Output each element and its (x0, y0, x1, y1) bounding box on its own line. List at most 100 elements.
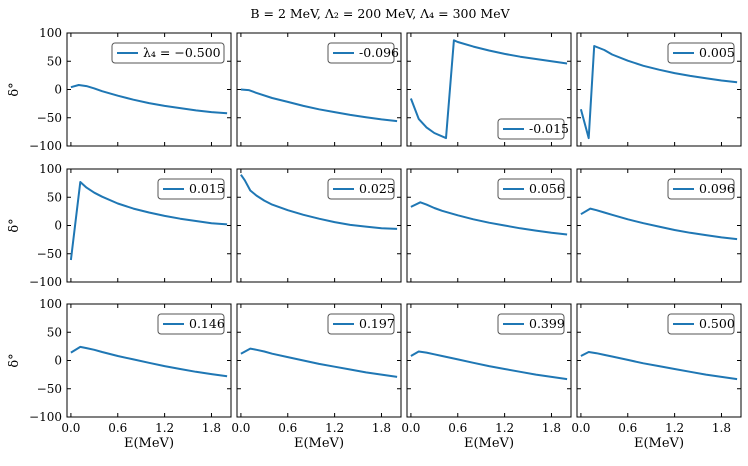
y-tick-label: −50 (37, 247, 62, 261)
y-tick-label: 50 (47, 54, 62, 68)
subplot-1: 100 50 0 −50 −100 λ₄ = −0.500 δ° (7, 26, 232, 153)
x-tick-label: 0.6 (108, 421, 127, 435)
legend-label: 0.056 (529, 181, 565, 196)
legend-box (111, 42, 225, 64)
series-line (409, 39, 568, 140)
x-tick-label: 1.8 (202, 421, 221, 435)
series-line (410, 350, 568, 381)
x-tick-label: 0.6 (278, 421, 297, 435)
legend-box (667, 178, 735, 200)
y-tick-label: −100 (29, 410, 62, 424)
y-axis-label: δ° (7, 353, 22, 367)
legend: 0.005 (667, 42, 735, 64)
legend-box (497, 118, 565, 140)
y-tick-label: 0 (54, 83, 62, 97)
x-tick-label: 1.2 (155, 421, 174, 435)
legend-label: 0.025 (359, 181, 395, 196)
x-tick-label: 1.2 (495, 421, 514, 435)
y-tick-label: 50 (47, 190, 62, 204)
y-axis-label: δ° (7, 218, 22, 232)
series-line (69, 181, 228, 261)
legend-box (327, 313, 395, 335)
x-axis-label: E(MeV) (124, 436, 174, 451)
legend: 0.015 (157, 178, 225, 200)
legend-label: 0.500 (699, 316, 735, 331)
legend-label: 0.399 (529, 316, 565, 331)
y-tick-label: 100 (39, 297, 62, 311)
legend: -0.096 (327, 42, 399, 64)
y-tick-label: −50 (37, 111, 62, 125)
x-tick-label: 1.8 (372, 421, 391, 435)
legend-label: 0.005 (699, 45, 735, 60)
legend: λ₄ = −0.500 (111, 42, 225, 64)
series-line (240, 88, 398, 123)
x-axis-label: E(MeV) (464, 436, 514, 451)
subplot-11: 0.0 0.6 1.2 1.8 0.399 E(MeV) (401, 303, 572, 451)
legend-box (327, 42, 395, 64)
x-tick-label: 1.8 (712, 421, 731, 435)
subplot-10: 0.0 0.6 1.2 1.8 0.197 E(MeV) (231, 303, 402, 451)
legend-label: 0.197 (359, 316, 395, 331)
x-axis-label: E(MeV) (294, 436, 344, 451)
subplot-5: 100 50 0 −50 −100 0.015 δ° (7, 162, 232, 289)
panels-grid: 100 50 0 −50 −100 λ₄ = −0.500 δ° -0.096 -0.015 0.… (7, 26, 742, 451)
legend-box (327, 178, 395, 200)
x-tick-label: 0.0 (571, 421, 590, 435)
legend: 0.399 (497, 313, 565, 335)
legend: 0.197 (327, 313, 395, 335)
legend-label: 0.146 (189, 316, 225, 331)
legend-box (157, 178, 225, 200)
y-tick-label: 100 (39, 26, 62, 40)
x-tick-label: 1.2 (325, 421, 344, 435)
y-tick-label: −100 (29, 139, 62, 153)
series-line (580, 207, 738, 241)
legend: 0.500 (667, 313, 735, 335)
series-line (70, 345, 228, 378)
x-tick-label: 0.0 (401, 421, 420, 435)
y-axis-label: δ° (7, 82, 22, 96)
subplot-8: 0.096 (576, 168, 742, 283)
y-tick-label: −100 (29, 275, 62, 289)
y-tick-label: 0 (54, 219, 62, 233)
y-tick-label: 0 (54, 354, 62, 368)
subplot-12: 0.0 0.6 1.2 1.8 0.500 E(MeV) (571, 303, 742, 451)
legend-label: λ₄ = −0.500 (143, 45, 221, 60)
subplot-6: 0.025 (236, 168, 402, 283)
legend-box (667, 313, 735, 335)
legend-box (157, 313, 225, 335)
legend-label: 0.096 (699, 181, 735, 196)
legend-label: 0.015 (189, 181, 225, 196)
legend: -0.015 (497, 118, 569, 140)
series-line (579, 45, 738, 140)
legend-box (497, 178, 565, 200)
series-line (240, 174, 398, 230)
x-tick-label: 0.6 (448, 421, 467, 435)
subplot-4: 0.005 (576, 32, 742, 147)
y-tick-label: 100 (39, 162, 62, 176)
x-tick-label: 0.6 (618, 421, 637, 435)
legend-box (667, 42, 735, 64)
series-line (70, 84, 228, 115)
legend: 0.146 (157, 313, 225, 335)
legend: 0.025 (327, 178, 395, 200)
y-tick-label: 50 (47, 325, 62, 339)
subplot-7: 0.056 (406, 168, 572, 283)
series-line (240, 347, 398, 378)
legend-label: -0.096 (359, 45, 399, 60)
x-tick-label: 1.8 (542, 421, 561, 435)
legend: 0.096 (667, 178, 735, 200)
x-tick-label: 0.0 (231, 421, 250, 435)
series-line (410, 201, 568, 236)
legend: 0.056 (497, 178, 565, 200)
legend-box (497, 313, 565, 335)
legend-label: -0.015 (529, 121, 569, 136)
x-tick-label: 0.0 (61, 421, 80, 435)
subplot-3: -0.015 (406, 32, 572, 147)
x-axis-label: E(MeV) (634, 436, 684, 451)
figure-title: B = 2 MeV, Λ₂ = 200 MeV, Λ₄ = 300 MeV (250, 6, 510, 21)
series-line (580, 351, 738, 381)
y-tick-label: −50 (37, 382, 62, 396)
subplot-2: -0.096 (236, 32, 402, 147)
